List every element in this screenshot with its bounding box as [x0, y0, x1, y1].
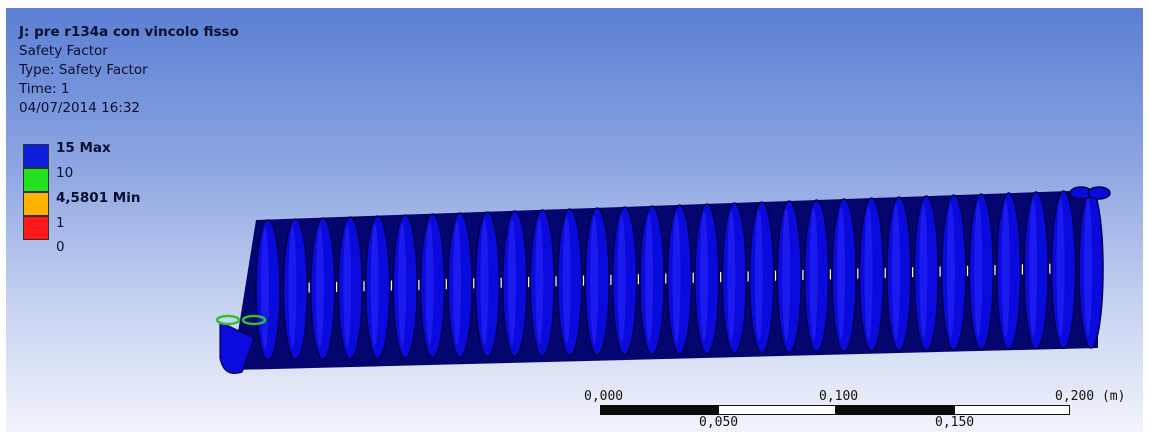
- scale-seg-3: [836, 405, 954, 415]
- legend-swatch-blue: [23, 144, 49, 168]
- legend-label-max[interactable]: 15 Max: [56, 140, 111, 156]
- coil-turn-highlight: [1001, 201, 1010, 338]
- coil-turn-highlight: [699, 211, 708, 342]
- analysis-title: J: pre r134a con vincolo fisso: [19, 24, 239, 40]
- legend-swatch-green: [23, 168, 49, 192]
- coil-turn-highlight: [837, 206, 846, 340]
- result-info-panel: J: pre r134a con vincolo fisso Safety Fa…: [19, 23, 239, 118]
- coil-turn-highlight: [809, 208, 818, 340]
- pipe-end-right: [1087, 186, 1111, 200]
- result-type: Type: Safety Factor: [19, 62, 148, 78]
- coil-turn-highlight: [453, 221, 462, 346]
- coil-lead-left: [219, 321, 255, 374]
- coil-turn-highlight: [617, 215, 626, 343]
- coil-turn-highlight: [562, 216, 571, 344]
- coil-turn-highlight: [672, 213, 681, 342]
- scale-tick-0: 0,000: [584, 389, 624, 404]
- coil-turn-highlight: [727, 211, 736, 342]
- result-time: Time: 1: [19, 81, 70, 97]
- coil-turn-highlight: [891, 205, 900, 339]
- coil-turn-highlight: [974, 201, 983, 338]
- scale-tick-200: 0,200 (m): [1055, 389, 1126, 404]
- coil-turn-highlight: [535, 218, 544, 344]
- result-date: 04/07/2014 16:32: [19, 100, 141, 116]
- coil-turn-highlight: [590, 216, 599, 344]
- legend-label-0: 0: [56, 239, 65, 255]
- scale-seg-4: [954, 405, 1070, 415]
- scale-tick-100: 0,100: [819, 389, 859, 404]
- coil-turn-highlight: [864, 206, 873, 340]
- coil-turn-highlight: [1084, 198, 1092, 336]
- coil-turn-highlight: [919, 204, 928, 339]
- coil-turn-highlight: [315, 226, 324, 348]
- pipe-end-ring: [215, 314, 241, 326]
- coil-turn-highlight: [1056, 199, 1065, 337]
- coil-turn-highlight: [343, 225, 352, 347]
- coil-turn-highlight: [946, 203, 955, 338]
- result-name: Safety Factor: [19, 43, 108, 59]
- scale-tick-050: 0,050: [699, 415, 739, 430]
- graphics-viewport[interactable]: J: pre r134a con vincolo fisso Safety Fa…: [6, 8, 1143, 432]
- legend-swatch-orange: [23, 192, 49, 216]
- coil-model[interactable]: [6, 8, 1143, 432]
- coil-turn-highlight: [507, 219, 516, 345]
- coil-turn-highlight: [370, 224, 379, 347]
- scale-seg-1: [600, 405, 718, 415]
- legend-label-10: 10: [56, 165, 74, 181]
- coil-turn-highlight: [782, 209, 791, 341]
- pipe-end-ring: [241, 314, 267, 326]
- coil-turn-highlight: [480, 220, 489, 345]
- coil-turn-highlight: [425, 221, 434, 346]
- coil-turn-highlight: [288, 226, 297, 348]
- coil-turn-highlight: [754, 210, 763, 341]
- coil-turn-highlight: [261, 228, 269, 348]
- scale-bar: 0,000 0,100 0,200 (m) 0,050 0,150: [584, 389, 1125, 432]
- coil-turn-highlight: [398, 223, 407, 346]
- legend-label-min[interactable]: 4,5801 Min: [56, 190, 141, 206]
- legend-swatch-red: [23, 216, 49, 240]
- coil-turn-highlight: [1029, 200, 1038, 337]
- scale-seg-2: [718, 405, 836, 415]
- scale-tick-150: 0,150: [935, 415, 975, 430]
- legend-label-1: 1: [56, 215, 65, 231]
- coil-turn-highlight: [645, 214, 654, 343]
